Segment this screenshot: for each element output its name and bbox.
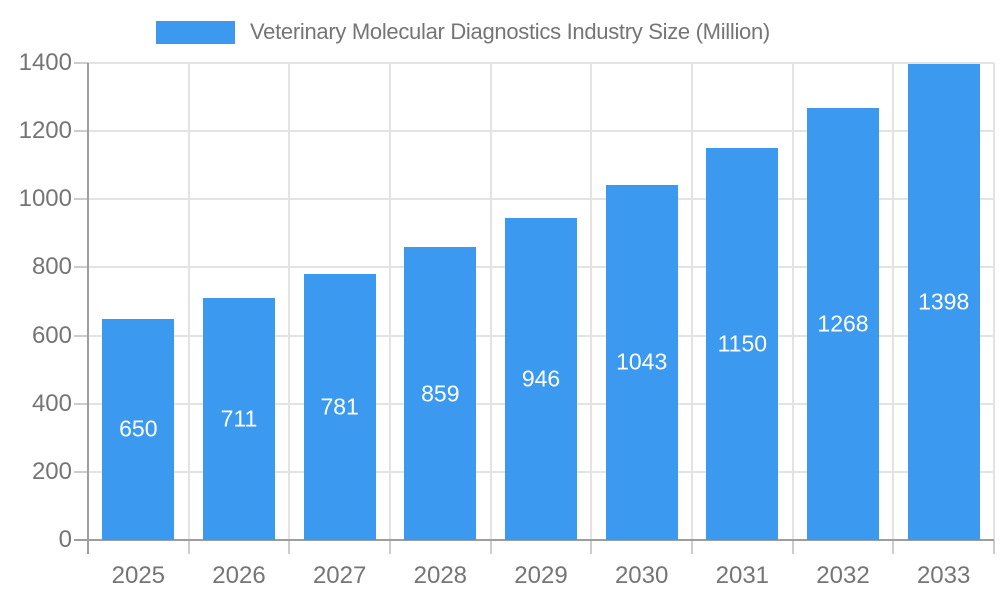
- gridline-y: [88, 130, 994, 133]
- bar-value-label: 1268: [817, 310, 869, 337]
- legend-swatch: [156, 20, 235, 44]
- x-axis-label: 2032: [816, 562, 870, 589]
- x-axis-tick: [993, 540, 995, 554]
- x-axis-tick: [691, 540, 693, 554]
- bar: [706, 148, 779, 540]
- gridline-y: [88, 62, 994, 64]
- x-axis-tick: [389, 540, 391, 554]
- bar-value-label: 711: [220, 405, 258, 432]
- x-axis-tick: [892, 540, 895, 554]
- gridline-y: [88, 198, 994, 201]
- bar: [807, 107, 879, 540]
- y-axis-label: 800: [31, 253, 72, 281]
- y-axis-label: 1400: [18, 49, 72, 76]
- gridline-x: [489, 63, 492, 540]
- x-axis-label: 2029: [514, 562, 568, 589]
- bar: [203, 297, 275, 540]
- x-axis-tick: [489, 540, 492, 554]
- y-axis-tick: [74, 470, 88, 473]
- x-axis-label: 2030: [614, 562, 669, 589]
- legend: Veterinary Molecular Diagnostics Industr…: [156, 18, 770, 46]
- y-axis-label: 1000: [18, 185, 72, 213]
- y-axis-label: 400: [31, 389, 72, 417]
- gridline-x: [590, 63, 593, 540]
- x-axis-label: 2033: [916, 562, 971, 589]
- gridline-x: [993, 63, 995, 540]
- y-axis-label: 0: [58, 526, 72, 553]
- x-axis-tick: [288, 540, 291, 554]
- y-axis-label: 1200: [18, 117, 72, 145]
- gridline-x: [691, 63, 693, 540]
- bar-value-label: 781: [320, 393, 359, 420]
- y-axis-tick: [74, 130, 88, 133]
- y-axis-label: 600: [31, 321, 72, 349]
- y-axis-label: 200: [31, 457, 72, 485]
- bar: [605, 184, 678, 540]
- gridline-x: [892, 63, 895, 540]
- bar-value-label: 946: [521, 365, 561, 392]
- y-axis-tick: [74, 266, 88, 269]
- gridline-x: [389, 63, 391, 540]
- bar-value-label: 650: [119, 415, 158, 442]
- bar-value-label: 1150: [717, 330, 768, 357]
- y-axis-line: [87, 63, 89, 554]
- bar: [907, 63, 980, 540]
- bar: [404, 247, 477, 540]
- bar-value-label: 859: [421, 380, 460, 407]
- x-axis-line: [74, 539, 994, 541]
- x-axis-tick: [590, 540, 593, 554]
- gridline-x: [187, 63, 190, 540]
- bar: [102, 318, 175, 540]
- y-axis-tick: [74, 198, 88, 201]
- x-axis-label: 2027: [312, 562, 367, 589]
- x-axis-label: 2031: [715, 562, 770, 589]
- gridline-x: [791, 63, 794, 540]
- legend-label: Veterinary Molecular Diagnostics Industr…: [250, 19, 770, 44]
- y-axis-tick: [74, 62, 88, 64]
- x-axis-tick: [187, 540, 190, 554]
- x-axis-label: 2026: [212, 562, 266, 589]
- x-axis-label: 2025: [111, 562, 166, 589]
- bar: [303, 273, 376, 540]
- bar-value-label: 1398: [918, 288, 970, 315]
- x-axis-label: 2028: [413, 562, 468, 589]
- x-axis-tick: [791, 540, 794, 554]
- gridline-x: [288, 63, 291, 540]
- y-axis-tick: [74, 334, 88, 337]
- bar-value-label: 1043: [616, 348, 668, 375]
- y-axis-tick: [74, 402, 88, 405]
- bar: [505, 217, 577, 540]
